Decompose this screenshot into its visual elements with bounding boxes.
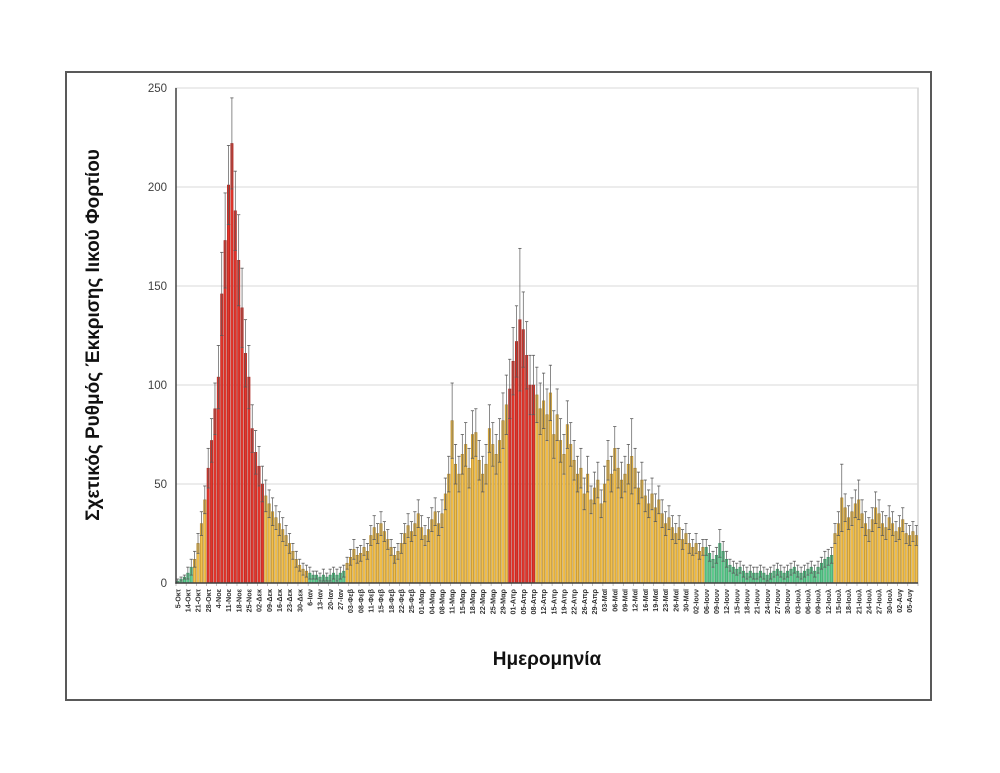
x-tick-label: 27-Ιουλ — [875, 589, 884, 614]
y-tick-label: 250 — [148, 83, 167, 95]
x-tick-label: 30-Ιουν — [783, 589, 792, 614]
x-tick-label: 06-Μαϊ — [610, 588, 619, 612]
x-tick-label: 09-Ιουλ — [814, 589, 823, 614]
x-tick-label: 08-Μαρ — [438, 588, 447, 614]
bar — [535, 394, 539, 584]
x-tick-label: 22-Φεβ — [397, 588, 406, 613]
x-tick-label: 16-Μαϊ — [641, 588, 650, 612]
x-tick-label: 22-Απρ — [570, 588, 579, 614]
x-tick-label: 27-Ιουν — [773, 589, 782, 614]
x-tick-label: 26-Μαϊ — [671, 588, 680, 612]
x-tick-label: 24-Ιουλ — [864, 589, 873, 614]
x-tick-label: 18-Μαρ — [468, 588, 477, 614]
x-tick-label: 03-Μαϊ — [600, 588, 609, 612]
x-axis-tick-labels: 5-Οκτ 14-Οκτ 21-Οκτ 28-Οκτ 4-Νοε 11-Νοε 18-Νοε… — [173, 588, 914, 615]
y-tick-label: 200 — [148, 182, 167, 194]
error-bars-layer — [176, 97, 918, 584]
x-tick-label: 18-Νοε — [234, 588, 243, 612]
y-tick-label: 0 — [161, 578, 167, 590]
x-tick-label: 23-Μαϊ — [661, 588, 670, 612]
x-tick-label: 09-Μαϊ — [621, 588, 630, 612]
x-tick-label: 11-Φεβ — [366, 588, 375, 612]
x-tick-label: 18-Ιουλ — [844, 589, 853, 614]
x-tick-label: 15-Ιουλ — [834, 589, 843, 614]
x-tick-label: 02-Αυγ — [895, 589, 904, 613]
bar — [243, 353, 247, 584]
x-tick-label: 21-Ιουν — [753, 589, 762, 614]
y-tick-label: 100 — [148, 380, 167, 392]
y-axis-title: Σχετικός Ρυθμός Έκκρισης Ιικού Φορτίου — [83, 149, 104, 521]
x-tick-label: 30-Ιουλ — [885, 589, 894, 614]
x-tick-label: 15-Ιουν — [732, 589, 741, 614]
x-tick-label: 11-Μαρ — [448, 588, 457, 613]
bar — [227, 184, 230, 584]
x-tick-label: 5-Οκτ — [173, 588, 182, 608]
x-tick-label: 01-Απρ — [509, 588, 518, 614]
x-tick-label: 18-Ιουν — [743, 589, 752, 614]
y-tick-label: 150 — [148, 281, 167, 293]
x-tick-label: 6-Ιαν — [305, 589, 314, 606]
bar — [230, 143, 234, 584]
x-tick-label: 18-Φεβ — [387, 588, 396, 613]
x-tick-label: 30-Μαϊ — [682, 588, 691, 612]
x-tick-label: 15-Φεβ — [377, 588, 386, 613]
x-tick-label: 12-Μαϊ — [631, 588, 640, 612]
bar — [240, 307, 244, 584]
x-tick-label: 30-Δεκ — [295, 589, 304, 612]
x-tick-label: 03-Φεβ — [346, 588, 355, 613]
bar — [548, 392, 552, 584]
x-tick-label: 25-Φεβ — [407, 588, 416, 613]
x-tick-label: 05-Αυγ — [905, 589, 914, 613]
x-tick-label: 29-Μαρ — [499, 588, 508, 614]
bar — [525, 355, 529, 584]
x-tick-label: 21-Οκτ — [194, 588, 203, 612]
x-tick-label: 06-Ιουλ — [803, 589, 812, 614]
x-tick-label: 13-Ιαν — [316, 589, 325, 610]
x-tick-label: 19-Απρ — [560, 588, 569, 614]
x-tick-label: 15-Απρ — [549, 588, 558, 614]
x-tick-label: 24-Ιουν — [763, 589, 772, 614]
x-tick-label: 02-Δεκ — [255, 589, 264, 612]
x-tick-label: 27-Ιαν — [336, 589, 345, 610]
bar — [237, 260, 241, 584]
x-tick-label: 01-Μαρ — [417, 588, 426, 614]
x-tick-label: 08-Απρ — [529, 588, 538, 614]
x-tick-label: 20-Ιαν — [326, 589, 335, 610]
x-tick-label: 25-Μαρ — [488, 588, 497, 614]
x-tick-label: 09-Δεκ — [265, 589, 274, 612]
x-tick-label: 28-Οκτ — [204, 588, 213, 612]
x-tick-label: 05-Απρ — [519, 588, 528, 614]
x-tick-label: 21-Ιουλ — [854, 589, 863, 614]
y-axis-tick-labels: 0 50 100 150 200 250 — [148, 83, 167, 590]
x-tick-label: 06-Ιουν — [702, 589, 711, 614]
x-tick-label: 16-Δεκ — [275, 589, 284, 612]
x-tick-label: 26-Απρ — [580, 588, 589, 614]
bar — [515, 341, 518, 584]
x-tick-label: 4-Νοε — [214, 588, 223, 608]
x-tick-label: 22-Μαρ — [478, 588, 487, 614]
x-tick-label: 04-Μαρ — [427, 588, 436, 614]
x-tick-label: 29-Απρ — [590, 588, 599, 614]
x-tick-label: 14-Οκτ — [183, 588, 192, 612]
x-tick-label: 09-Ιουν — [712, 589, 721, 614]
x-tick-label: 11-Νοε — [224, 588, 233, 612]
x-tick-label: 19-Μαϊ — [651, 588, 660, 612]
x-tick-label: 08-Φεβ — [356, 588, 365, 613]
x-tick-label: 23-Δεκ — [285, 589, 294, 612]
x-tick-label: 25-Νοε — [244, 588, 253, 612]
x-tick-label: 12-Απρ — [539, 588, 548, 614]
bar — [220, 293, 224, 584]
x-tick-label: 03-Ιουλ — [793, 589, 802, 614]
y-tick-label: 50 — [154, 479, 167, 491]
x-tick-label: 12-Ιουλ — [824, 589, 833, 614]
bar — [233, 210, 237, 584]
x-tick-label: 02-Ιουν — [692, 589, 701, 614]
x-tick-label: 15-Μαρ — [458, 588, 467, 614]
x-tick-label: 12-Ιουν — [722, 589, 731, 614]
x-axis-title: Ημερομηνία — [493, 649, 602, 670]
gridlines — [176, 87, 918, 485]
bar — [223, 240, 227, 584]
